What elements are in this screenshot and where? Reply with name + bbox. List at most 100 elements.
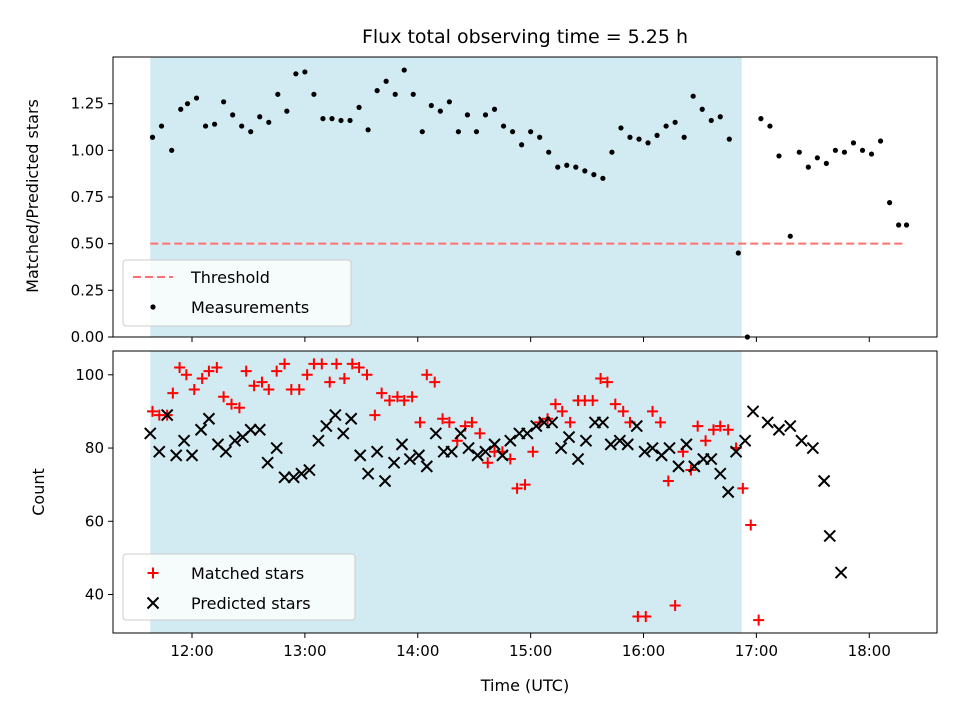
bottom-panel: 40 60 80 100 12:00 13:00 14:00 15:00 16:00 17:00 1… [75,350,938,660]
bottom-legend-box [122,553,356,621]
measurement-point [767,123,773,129]
measurement-point [257,114,263,120]
measurement-point [823,160,829,166]
measurement-point [169,147,175,153]
measurement-point [239,123,245,129]
predicted-star-point [646,441,659,455]
predicted-star-point [361,467,375,480]
predicted-star-point [545,416,559,429]
matched-star-point [745,519,757,531]
measurement-point [149,134,156,140]
predicted-star-point [420,460,434,473]
x-tick-label: 12:00 [170,642,213,660]
x-tick-label: 18:00 [848,642,891,660]
legend-measurements-swatch [150,304,156,310]
matched-star-point [188,383,200,395]
measurement-point [850,140,857,146]
y-tick-label: 1.00 [71,141,104,159]
matched-star-point [737,482,749,494]
predicted-star-point [823,529,836,543]
predicted-star-point [806,441,820,455]
top-legend: Threshold Measurements [122,259,352,327]
measurement-point [841,149,848,155]
matched-star-point [519,479,531,491]
measurement-point [519,142,525,148]
predicted-star-point [244,423,257,436]
matched-star-point [700,435,712,447]
measurement-point [708,117,714,124]
measurement-point [401,67,407,73]
predicted-star-point [228,434,242,447]
predicted-star-point [278,471,291,484]
matched-star-point [511,482,523,494]
matched-star-point [669,600,681,612]
predicted-star-point [160,408,174,422]
legend-predicted-swatch [146,596,160,610]
predicted-star-point [672,460,685,473]
predicted-star-point [613,434,627,447]
y-tick-label: 0.75 [71,188,104,206]
predicted-star-point [621,438,634,451]
measurement-point [528,129,534,135]
predicted-star-point [596,416,610,429]
matched-star-point [167,387,179,399]
predicted-star-point [604,438,617,451]
measurement-point [329,116,335,122]
predicted-star-point [504,434,517,447]
measurement-point [500,123,507,129]
measurement-point [338,117,344,124]
matched-star-point [218,391,230,403]
measurement-point [546,149,552,155]
matched-star-point [414,416,426,428]
matched-star-point [391,391,403,403]
matched-star-point [293,383,305,395]
predicted-star-point [663,441,676,455]
measurement-point [832,147,839,153]
y-tick-label: 0.25 [71,281,104,299]
measurement-point [681,134,687,140]
measurement-point [859,147,866,153]
measurement-point [293,71,299,77]
matched-star-point [196,372,208,384]
measurement-point [564,162,570,168]
matched-star-point [466,416,478,428]
predicted-star-point [445,445,458,458]
matched-star-point [211,361,223,373]
measurement-point [735,250,741,256]
measurement-point [903,222,910,228]
measurement-point [482,112,489,118]
measurement-point [537,134,543,140]
measurement-point [796,149,802,155]
matched-star-point [353,361,365,373]
matched-star-point [640,611,652,623]
plot-frame [112,56,938,338]
predicted-star-point [795,434,808,447]
predicted-star-point [834,566,848,579]
measurement-point [230,112,236,118]
matched-star-point [587,394,599,406]
predicted-star-point [496,449,509,462]
predicted-star-point [772,423,786,436]
measurement-point [582,168,588,174]
predicted-star-point [387,456,401,469]
measurement-point [509,129,516,135]
x-tick-label: 14:00 [396,642,439,660]
matched-star-point [556,405,568,417]
measurement-point [356,104,362,110]
matched-star-point [601,376,613,388]
predicted-star-point [817,474,831,488]
predicted-star-point [177,434,191,447]
matched-star-point [324,376,336,388]
matched-star-point [376,387,388,399]
legend-matched-swatch [147,567,159,579]
measurement-point [776,153,782,159]
measurement-point [636,136,642,142]
matched-star-point [248,380,260,392]
predicted-star-point [329,408,342,422]
measurement-point [758,116,764,122]
measurement-point [473,129,480,135]
matched-star-point [271,365,283,377]
predicted-star-point [714,467,727,480]
top-legend-box [122,259,352,327]
chart-title: Flux total observing time = 5.25 h [362,26,688,48]
